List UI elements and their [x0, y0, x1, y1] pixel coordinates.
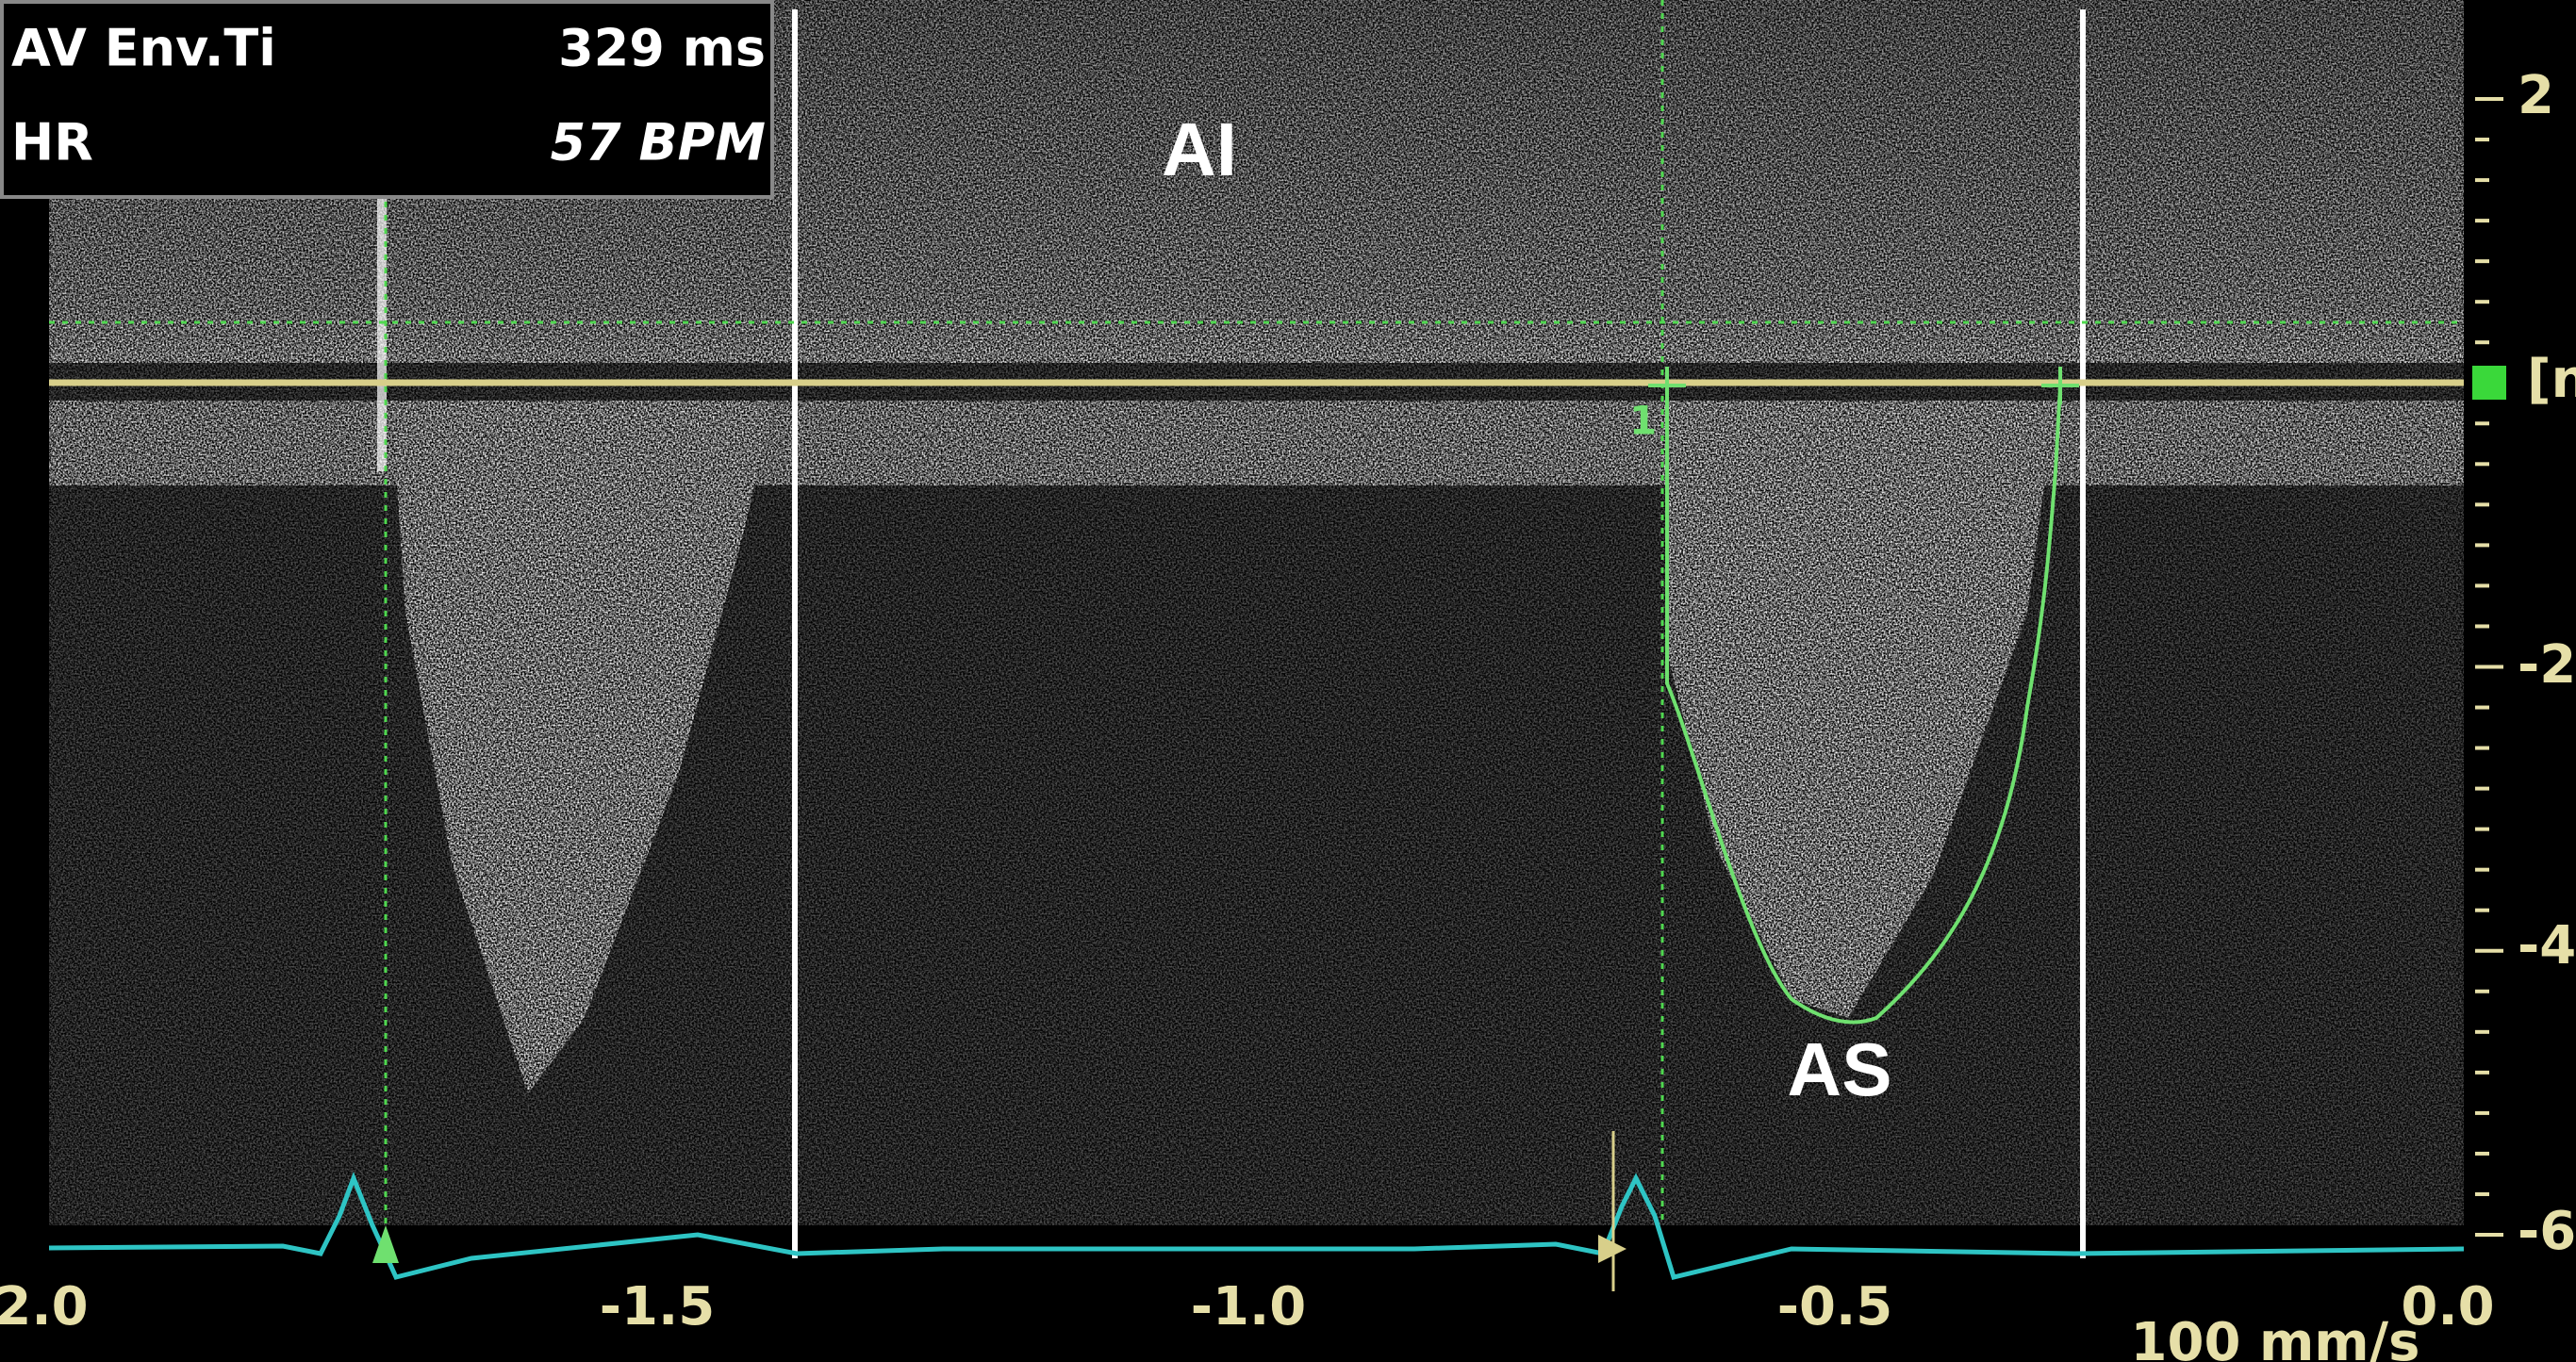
- systolic-flow-right: [1669, 401, 2056, 1018]
- measurement-value: 329 ms: [558, 19, 766, 78]
- annotation: AS: [1787, 1027, 1891, 1111]
- measurement-value: 57 BPM: [551, 113, 766, 172]
- ecg-trigger: [372, 1225, 399, 1263]
- envelope-trace: [1665, 385, 2062, 1025]
- velocity-tick-label: -2: [2518, 634, 2576, 696]
- time-tick-label: -1.5: [600, 1276, 715, 1337]
- time-tick-label: -0.5: [1777, 1276, 1892, 1337]
- velocity-unit: [n: [2527, 349, 2576, 410]
- calipers: [49, 0, 2464, 1225]
- time-marker-head: [1598, 1235, 1627, 1263]
- velocity-tick-label: 2: [2518, 65, 2554, 126]
- time-tick-label: -1.0: [1191, 1276, 1306, 1337]
- velocity-tick-label: -4: [2518, 915, 2576, 976]
- marker-label: 1: [1629, 398, 1657, 444]
- measurement-label: HR: [11, 113, 93, 172]
- time-tick-label: 2.0: [0, 1276, 89, 1337]
- measurement-box: [0, 0, 774, 199]
- sweep-speed: 100 mm/s: [2131, 1312, 2420, 1362]
- baseline-handle: [2472, 366, 2506, 400]
- velocity-tick-label: -6: [2518, 1201, 2576, 1262]
- ecg-trace: [48, 1172, 2465, 1280]
- frame-lines: [377, 9, 2086, 1258]
- measurement-label: AV Env.Ti: [11, 19, 276, 78]
- systolic-flow-left: [391, 401, 773, 1093]
- trace-cursor: [1648, 367, 2079, 404]
- time-tick-label: 0.0: [2401, 1276, 2494, 1337]
- spectral-noise: [49, 0, 2464, 1225]
- annotation: AI: [1162, 107, 1237, 191]
